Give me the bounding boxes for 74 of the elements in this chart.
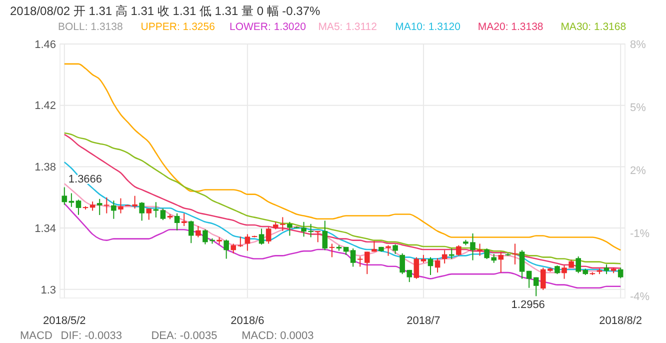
candlestick xyxy=(533,276,539,297)
candlestick xyxy=(266,226,272,244)
text: MACD: 0.0003 xyxy=(242,330,314,342)
x-tick-label: 2018/6 xyxy=(230,315,264,327)
candlestick xyxy=(562,264,567,280)
candlestick xyxy=(76,199,82,216)
y-tick-label: 1.38 xyxy=(34,162,56,174)
text: MA10: 1.3120 xyxy=(395,21,461,33)
candlestick xyxy=(96,198,102,216)
candlestick xyxy=(174,212,180,231)
x-tick-label: 2018/5/2 xyxy=(42,315,86,327)
x-tick-label: 2018/8/2 xyxy=(599,315,642,327)
candlestick xyxy=(498,251,504,274)
candlestick xyxy=(238,236,244,248)
candlestick xyxy=(512,243,518,265)
candlestick xyxy=(244,234,250,252)
candlestick xyxy=(62,186,68,206)
candlestick xyxy=(448,248,454,260)
candlestick xyxy=(386,244,391,256)
text: MA20: 1.3138 xyxy=(478,21,544,33)
candlestick xyxy=(434,258,440,274)
y2-tick-label: 2% xyxy=(630,164,646,177)
candlestick xyxy=(224,239,229,260)
candlestick xyxy=(258,228,264,246)
x-tick-label: 2018/7 xyxy=(406,315,440,327)
line-series xyxy=(64,202,622,289)
candlestick xyxy=(519,250,525,280)
y2-tick-label: 5% xyxy=(630,102,646,114)
legend-title: BOLL: 1.3138 xyxy=(58,21,123,33)
candlestick xyxy=(392,244,398,254)
candlestick xyxy=(428,256,434,276)
candlestick xyxy=(364,251,370,275)
candlestick xyxy=(90,201,96,212)
line-series xyxy=(64,63,622,251)
text: DEA: -0.0035 xyxy=(151,330,218,342)
y2-tick-label: -4% xyxy=(630,290,650,303)
candlestick xyxy=(68,192,74,208)
text: DIF: -0.0033 xyxy=(60,330,122,342)
candlestick xyxy=(477,243,482,256)
text: LOWER: 1.3020 xyxy=(230,21,306,33)
candlestick xyxy=(414,256,420,280)
y2-tick-label: -1% xyxy=(630,228,650,240)
chart-title: 2018/08/02 开 1.31 高 1.31 收 1.31 低 1.31 量 0 幅 -0.37% xyxy=(10,4,321,18)
candlestick xyxy=(188,220,194,244)
candlestick xyxy=(153,202,159,218)
y2-tick-label: 8% xyxy=(630,38,646,51)
candlestick xyxy=(618,267,624,279)
candlestick xyxy=(196,226,201,238)
y-tick-label: 1.3 xyxy=(40,284,56,296)
candlestick xyxy=(315,230,320,243)
y-tick-label: 1.42 xyxy=(34,100,56,112)
text: MACD xyxy=(20,330,52,342)
candlestick xyxy=(604,264,610,275)
y-tick-label: 1.34 xyxy=(34,222,56,235)
candlestick xyxy=(329,243,335,258)
candlestick xyxy=(576,256,581,274)
text: MA30: 1.3168 xyxy=(560,21,626,33)
candlestick xyxy=(104,196,110,214)
text: UPPER: 1.3256 xyxy=(140,21,216,33)
candlestick xyxy=(357,256,363,268)
text: 1.2956 xyxy=(511,299,545,312)
candlestick xyxy=(111,200,116,220)
candlestick xyxy=(526,270,532,288)
candlestick xyxy=(160,208,166,221)
candlestick xyxy=(350,248,356,268)
text: MA5: 1.3112 xyxy=(318,21,378,33)
candlestick xyxy=(118,198,124,214)
candlestick xyxy=(146,208,152,220)
candlestick xyxy=(456,244,462,256)
y-tick-label: 1.46 xyxy=(34,38,56,51)
candlestick xyxy=(322,220,328,251)
candlestick xyxy=(442,250,448,264)
candlestick xyxy=(230,243,236,254)
candlestick xyxy=(139,202,144,222)
